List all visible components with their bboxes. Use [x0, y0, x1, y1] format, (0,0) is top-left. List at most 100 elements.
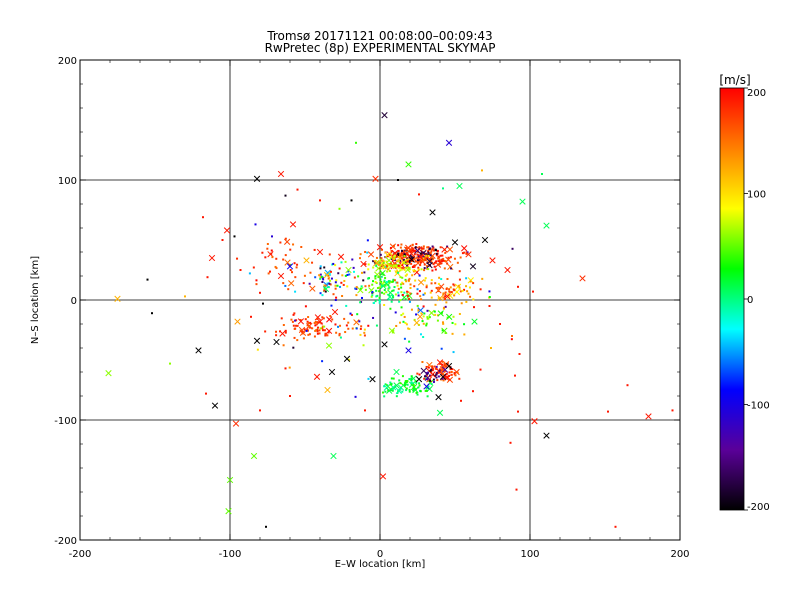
data-point-dot [375, 324, 378, 327]
data-point-dot [319, 267, 322, 270]
x-tick-label: -100 [219, 549, 242, 560]
colorbar: [m/s] -200 -100 0 100 200 [719, 73, 769, 513]
data-point-dot [321, 316, 324, 319]
data-point-dot [395, 271, 398, 274]
data-point-cross [423, 383, 430, 390]
data-point-cross [439, 373, 447, 380]
data-point-cross [303, 257, 310, 264]
axis-ticks [79, 59, 681, 541]
data-point-dot [437, 314, 440, 317]
data-point-dot [426, 316, 429, 319]
data-point-dot [413, 285, 416, 288]
data-point-dot [435, 254, 438, 257]
data-point-dot [444, 305, 447, 308]
data-point-dot [354, 287, 357, 290]
data-point-cross [284, 259, 291, 266]
data-point-dot [434, 313, 437, 316]
data-point-dot [397, 271, 400, 274]
data-point-dot [367, 324, 370, 327]
data-point-cross [436, 409, 444, 416]
data-point-cross [504, 266, 511, 274]
data-point-dot [417, 250, 420, 253]
data-point-dot [430, 282, 433, 285]
data-point-dot [315, 323, 318, 326]
y-tick-label: -100 [54, 416, 77, 427]
data-point-dot [445, 365, 448, 368]
data-point-dot [334, 287, 337, 290]
data-point-dot [422, 247, 425, 250]
data-point-dot [336, 284, 339, 287]
data-point-dot [413, 253, 416, 256]
data-point-dot [380, 248, 383, 251]
data-point-dot [406, 266, 409, 269]
data-point-dot [511, 335, 513, 337]
data-point-dot [511, 247, 514, 250]
data-point-dot [439, 246, 442, 249]
data-point-dot [435, 286, 438, 289]
colorbar-gradient [720, 88, 744, 510]
data-point-cross [446, 313, 453, 320]
data-point-cross [372, 175, 379, 182]
data-point-dot [400, 291, 403, 294]
data-point-cross [417, 279, 425, 286]
data-point-dot [394, 254, 397, 257]
data-point-dot [275, 334, 278, 337]
data-point-dot [346, 285, 349, 288]
data-point-dot [357, 275, 360, 278]
data-point-dot [303, 274, 306, 277]
data-point-cross [543, 222, 550, 229]
data-point-dot [399, 382, 402, 385]
data-point-dot [400, 243, 403, 246]
data-point-dot [259, 291, 261, 294]
data-point-dot [411, 249, 414, 252]
data-point-dot [271, 256, 274, 259]
data-point-dot [341, 274, 344, 277]
data-point-dot [341, 295, 344, 298]
x-tick-label: 200 [670, 549, 689, 560]
data-point-dot [450, 291, 453, 294]
data-point-dot [392, 329, 395, 332]
data-point-dot [416, 372, 419, 375]
data-point-dot [364, 288, 367, 291]
data-point-dot [360, 285, 363, 288]
data-point-dot [417, 268, 420, 271]
data-point-dot [335, 279, 338, 282]
data-point-dot [399, 266, 402, 269]
data-point-dot [319, 277, 322, 280]
data-point-dot [366, 251, 369, 254]
data-point-dot [425, 253, 428, 256]
data-point-dot [453, 289, 456, 292]
data-point-dot [378, 296, 381, 299]
data-point-dot [437, 297, 440, 300]
data-point-cross [645, 413, 652, 420]
data-point-dot [363, 331, 366, 334]
data-point-dot [459, 290, 462, 293]
data-point-dot [431, 369, 434, 372]
data-point-dot [345, 324, 348, 327]
data-point-dot [324, 284, 327, 287]
data-point-dot [626, 384, 629, 387]
data-point-dot [396, 392, 399, 395]
data-point-dot [316, 326, 319, 329]
data-point-dot [379, 285, 382, 288]
data-point-dot [432, 249, 435, 252]
data-point-dot [402, 261, 405, 264]
data-point-dot [392, 258, 395, 261]
data-point-dot [488, 305, 491, 307]
data-point-cross [273, 338, 280, 346]
data-point-dot [385, 280, 388, 283]
data-point-dot [279, 241, 282, 244]
data-point-dot [408, 340, 411, 343]
data-point-dot [387, 264, 390, 267]
data-point-dot [427, 385, 430, 388]
data-point-dot [151, 312, 153, 315]
data-point-dot [398, 256, 401, 259]
data-point-dot [431, 269, 434, 272]
data-point-dot [339, 285, 342, 288]
data-point-dot [322, 317, 325, 320]
data-point-dot [408, 259, 411, 262]
data-point-dot [517, 410, 519, 413]
data-point-dot [445, 301, 448, 304]
data-point-cross [211, 402, 219, 409]
data-point-dot [406, 260, 409, 263]
